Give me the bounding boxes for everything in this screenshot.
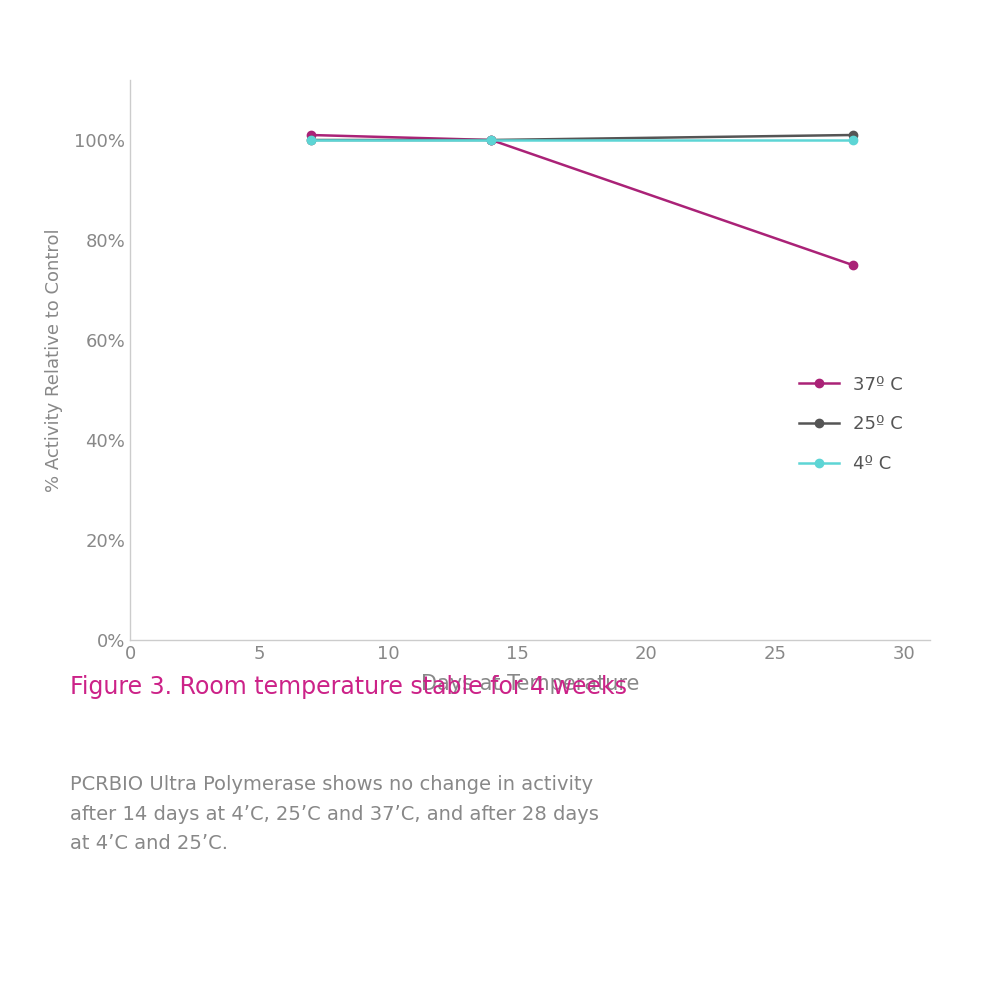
25º C [305, 134, 317, 146]
Line: 25º C: 25º C [306, 131, 857, 144]
37º C [305, 129, 317, 141]
Legend: 37º C, 25º C, 4º C: 37º C, 25º C, 4º C [781, 358, 921, 491]
X-axis label: Days at Temperature: Days at Temperature [421, 674, 639, 694]
37º C [847, 259, 859, 271]
Text: Figure 3. Room temperature stable for 4 weeks: Figure 3. Room temperature stable for 4 … [70, 675, 627, 699]
25º C [847, 129, 859, 141]
4º C [305, 134, 317, 146]
Y-axis label: % Activity Relative to Control: % Activity Relative to Control [45, 228, 63, 492]
4º C [485, 134, 497, 146]
25º C [485, 134, 497, 146]
Line: 4º C: 4º C [306, 136, 857, 144]
Text: PCRBIO Ultra Polymerase shows no change in activity
after 14 days at 4ʼC, 25ʼC a: PCRBIO Ultra Polymerase shows no change … [70, 775, 599, 853]
37º C [485, 134, 497, 146]
4º C [847, 134, 859, 146]
Line: 37º C: 37º C [306, 131, 857, 269]
